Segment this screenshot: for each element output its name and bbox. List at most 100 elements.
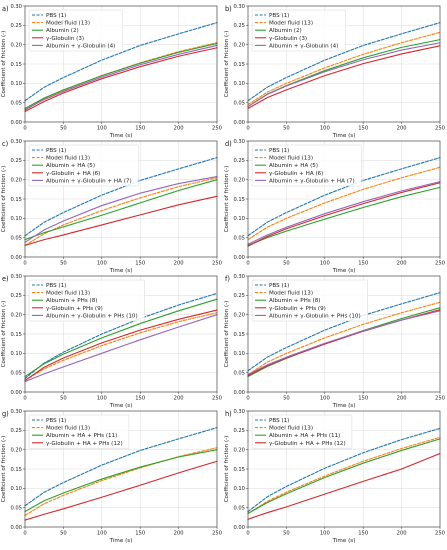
legend-entry: Albumin + HA + PHs (11) [269, 433, 340, 439]
y-tick-label: 0.10 [233, 81, 245, 87]
x-tick-label: 150 [358, 261, 368, 267]
x-tick-label: 250 [212, 126, 222, 132]
x-tick-label: 250 [435, 261, 445, 267]
y-tick-label: 0.05 [233, 235, 245, 241]
series-line [24, 177, 218, 246]
x-axis-title: Time (s) [109, 403, 133, 409]
y-tick-label: 0.10 [233, 486, 245, 492]
legend-entry: Albumin (2) [269, 28, 302, 34]
y-tick-label: 0.00 [10, 120, 22, 126]
y-tick-label: 0.15 [10, 197, 22, 203]
x-tick-label: 100 [97, 261, 107, 267]
y-tick-label: 0.10 [10, 216, 22, 222]
legend-entry: Albumin + HA + PHs (11) [46, 433, 117, 439]
y-tick-label: 0.15 [10, 332, 22, 338]
y-tick-label: 0.00 [233, 525, 245, 531]
series-line [247, 166, 441, 241]
series-line [247, 31, 441, 106]
legend-entry: γ-Globulin + HA + PHs (12) [46, 441, 123, 447]
x-tick-label: 200 [397, 531, 407, 537]
y-tick-label: 0.25 [233, 428, 245, 434]
series-line [247, 157, 441, 237]
series-line [247, 427, 441, 513]
legend-box [28, 144, 139, 187]
series-line [247, 310, 441, 376]
series-line [247, 438, 441, 515]
x-tick-label: 250 [435, 396, 445, 402]
y-tick-label: 0.25 [233, 293, 245, 299]
x-tick-label: 150 [358, 126, 368, 132]
y-tick-label: 0.20 [10, 447, 22, 453]
x-tick-label: 50 [60, 261, 67, 267]
x-tick-label: 250 [435, 126, 445, 132]
y-tick-label: 0.30 [233, 4, 245, 10]
y-tick-label: 0.25 [10, 293, 22, 299]
panel-label: h) [225, 410, 232, 418]
y-tick-label: 0.10 [10, 81, 22, 87]
legend-entry: γ-Globulin + PHs (9) [46, 306, 103, 312]
y-tick-label: 0.20 [233, 312, 245, 318]
y-tick-label: 0.25 [233, 23, 245, 29]
y-tick-label: 0.30 [10, 139, 22, 145]
x-tick-label: 0 [246, 126, 249, 132]
series-line [247, 181, 441, 245]
chart-panel-6: 0 50 100 150 200 250 0.00 0.05 0.10 0.15 0.20 0.25 0… [224, 274, 445, 409]
x-tick-label: 200 [174, 531, 184, 537]
chart-panel-3: 0 50 100 150 200 250 0.00 0.05 0.10 0.15 0.20 0.25 0… [1, 139, 222, 274]
legend-entry: Model fluid (13) [46, 426, 90, 432]
y-tick-label: 0.25 [10, 428, 22, 434]
series-line [24, 42, 218, 110]
x-tick-label: 100 [97, 531, 107, 537]
x-axis-title: Time (s) [109, 133, 133, 139]
x-tick-label: 0 [246, 261, 249, 267]
y-tick-label: 0.05 [233, 370, 245, 376]
x-tick-label: 100 [320, 126, 330, 132]
x-tick-label: 200 [174, 126, 184, 132]
chart-panel-4: 0 50 100 150 200 250 0.00 0.05 0.10 0.15 0.20 0.25 0… [224, 139, 445, 274]
y-tick-label: 0.30 [10, 409, 22, 415]
y-tick-label: 0.05 [233, 505, 245, 511]
y-tick-label: 0.15 [233, 197, 245, 203]
x-tick-label: 150 [135, 531, 145, 537]
chart-panel-8: 0 50 100 150 200 250 0.00 0.05 0.10 0.15 0.20 0.25 0… [224, 409, 445, 544]
x-tick-label: 250 [435, 531, 445, 537]
y-tick-label: 0.30 [10, 274, 22, 280]
x-tick-label: 50 [283, 396, 290, 402]
series-line [24, 309, 218, 381]
x-tick-label: 200 [397, 396, 407, 402]
legend-box [28, 9, 123, 52]
series-line [24, 314, 218, 383]
legend-entry: γ-Globulin (3) [46, 36, 84, 42]
legend-entry: Albumin + γ-Globulin (4) [46, 43, 115, 49]
series-line [24, 449, 218, 513]
legend-entry: Albumin + γ-Globulin + HA (7) [46, 178, 132, 184]
y-tick-label: 0.00 [10, 255, 22, 261]
x-tick-label: 0 [246, 396, 249, 402]
y-tick-label: 0.20 [233, 177, 245, 183]
y-tick-label: 0.00 [233, 255, 245, 261]
x-axis-title: Time (s) [332, 538, 356, 544]
legend-entry: PBS (1) [46, 148, 66, 154]
y-tick-label: 0.15 [10, 467, 22, 473]
y-axis-title: Coefficient of friction (-) [224, 436, 230, 503]
legend-entry: γ-Globulin + PHs (9) [269, 306, 326, 312]
series-line [247, 186, 441, 246]
y-axis-title: Coefficient of friction (-) [224, 31, 230, 98]
x-axis-title: Time (s) [332, 403, 356, 409]
y-tick-label: 0.20 [233, 447, 245, 453]
x-tick-label: 50 [283, 531, 290, 537]
x-tick-label: 150 [358, 396, 368, 402]
y-tick-label: 0.00 [10, 525, 22, 531]
series-line [24, 292, 218, 380]
panel-label: c) [2, 140, 8, 148]
y-tick-label: 0.15 [10, 62, 22, 68]
x-tick-label: 50 [283, 126, 290, 132]
y-tick-label: 0.15 [233, 467, 245, 473]
legend-box [251, 9, 346, 52]
legend-entry: Model fluid (13) [269, 156, 313, 162]
series-line [24, 427, 218, 507]
y-tick-label: 0.10 [233, 351, 245, 357]
x-tick-label: 0 [23, 126, 26, 132]
legend-entry: PBS (1) [46, 418, 66, 424]
legend-entry: Albumin + γ-Globulin (4) [269, 43, 338, 49]
